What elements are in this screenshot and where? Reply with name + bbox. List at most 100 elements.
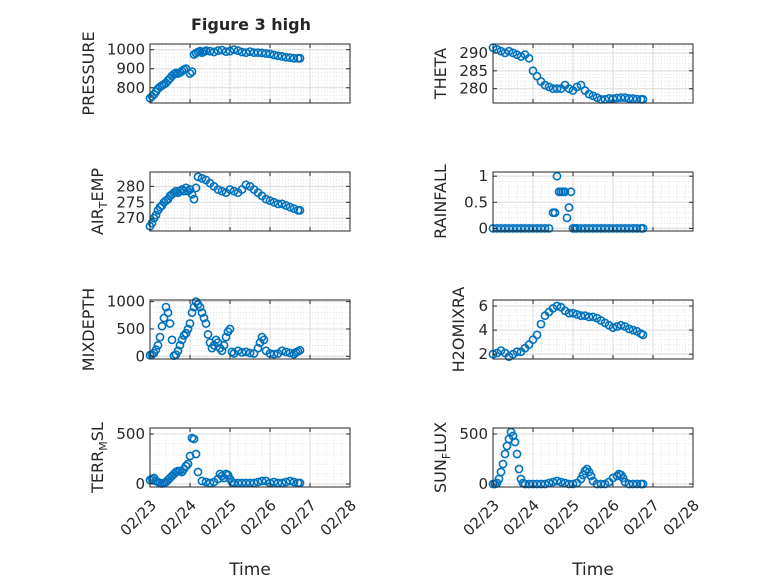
data-point <box>209 47 219 57</box>
data-point <box>269 197 279 207</box>
subplot-h2omixra: 2 4 6 H2OMIXRA <box>449 287 694 373</box>
data-point <box>285 202 295 212</box>
x-axis-label: Time <box>571 560 614 580</box>
y-tick-label: 280 <box>116 177 145 195</box>
y-tick-label: 1000 <box>107 41 145 59</box>
y-tick-label: 275 <box>116 193 145 211</box>
data-point <box>584 312 594 322</box>
data-point <box>289 204 299 214</box>
data-point <box>213 46 223 56</box>
axes-box <box>492 427 694 488</box>
data-point <box>512 449 522 459</box>
data-point <box>616 320 626 330</box>
data-point <box>536 319 546 329</box>
data-point <box>295 205 305 215</box>
data-point <box>227 347 237 357</box>
data-point <box>532 330 542 340</box>
data-point <box>205 46 215 56</box>
data-point <box>229 186 239 196</box>
x-axis-label: Time <box>228 560 271 580</box>
y-tick-label: 270 <box>116 209 145 227</box>
axes-box <box>149 427 351 488</box>
data-point <box>167 335 177 345</box>
data-point <box>233 346 243 356</box>
y-axis-label: H2OMIXRA <box>449 287 468 373</box>
data-point <box>197 308 207 317</box>
data-point <box>185 319 195 328</box>
data-point <box>564 203 574 212</box>
data-point <box>612 93 622 103</box>
data-point <box>185 185 195 194</box>
data-point <box>193 172 203 182</box>
data-point <box>295 345 305 355</box>
data-point <box>281 347 291 357</box>
data-point <box>586 471 596 481</box>
data-point <box>540 479 550 489</box>
y-axis-label: THETA <box>431 48 450 100</box>
subplot-mixdepth: 0 500 1000 MIXDEPTH <box>79 288 351 371</box>
y-tick-label: 1 <box>478 167 488 185</box>
y-tick-label: 0 <box>135 347 145 365</box>
data-point <box>171 186 181 196</box>
data-point <box>277 346 287 356</box>
data-point <box>181 328 191 338</box>
plot-area <box>493 300 693 359</box>
data-point <box>285 53 295 63</box>
y-tick-label: 0 <box>478 219 488 237</box>
data-point <box>552 84 562 94</box>
y-tick-label: 280 <box>459 80 488 98</box>
data-point <box>169 188 179 198</box>
data-point <box>165 319 175 328</box>
data-point <box>161 302 171 312</box>
data-point <box>504 223 514 233</box>
data-point <box>568 308 578 318</box>
data-point <box>281 201 291 210</box>
data-point <box>508 223 518 233</box>
data-point <box>273 51 283 61</box>
data-point <box>187 67 197 76</box>
data-point <box>624 324 634 334</box>
data-point <box>237 47 247 57</box>
data-point <box>269 349 279 359</box>
data-point <box>500 449 510 459</box>
data-point <box>608 323 618 333</box>
data-point <box>580 311 590 321</box>
data-point <box>181 461 191 471</box>
y-tick-label: 4 <box>478 321 488 339</box>
data-point <box>273 199 283 209</box>
axes-box <box>149 43 351 104</box>
y-axis-label: MIXDEPTH <box>79 288 98 371</box>
data-point <box>269 477 279 487</box>
subplot-rainfall: 0 0.5 1 RAINFALL <box>431 164 694 239</box>
data-point <box>241 48 251 57</box>
data-point <box>620 93 630 102</box>
data-point <box>153 340 163 350</box>
data-point <box>253 477 263 487</box>
data-point <box>562 213 572 223</box>
data-point <box>193 467 203 477</box>
data-point <box>536 479 546 489</box>
data-point <box>197 476 207 486</box>
data-point <box>201 319 211 328</box>
data-point <box>295 53 305 63</box>
y-axis-label: PRESSURE <box>79 31 98 115</box>
data-point <box>253 48 263 57</box>
data-point <box>221 332 231 342</box>
data-point <box>510 437 520 447</box>
data-point <box>544 223 554 233</box>
data-point <box>259 335 269 345</box>
y-tick-label: 0.5 <box>464 193 488 211</box>
plot-area <box>150 428 350 487</box>
data-point <box>241 347 251 357</box>
data-point <box>249 48 259 57</box>
data-point <box>233 46 243 56</box>
data-point <box>638 330 648 340</box>
data-point <box>289 53 299 63</box>
data-point <box>217 186 227 196</box>
plot-area <box>150 172 350 231</box>
data-point <box>183 459 193 469</box>
